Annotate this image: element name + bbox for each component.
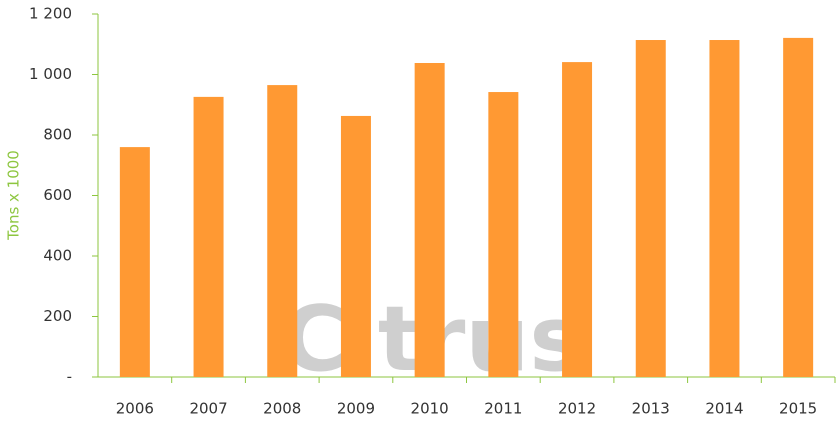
bar bbox=[120, 147, 150, 377]
x-tick-label: 2013 bbox=[632, 400, 670, 418]
bar bbox=[415, 63, 445, 377]
x-tick-label: 2010 bbox=[411, 400, 449, 418]
x-tick-label: 2006 bbox=[116, 400, 154, 418]
y-tick-label: 1 000 bbox=[29, 65, 72, 83]
bar bbox=[341, 116, 371, 377]
x-tick-label: 2015 bbox=[779, 400, 817, 418]
y-tick-label: - bbox=[67, 368, 72, 386]
bar bbox=[783, 38, 813, 377]
y-tick-label: 400 bbox=[43, 247, 72, 265]
bar bbox=[267, 85, 297, 377]
x-tick-label: 2008 bbox=[263, 400, 301, 418]
y-axis-label: Tons x 1000 bbox=[5, 150, 23, 241]
chart: Tons x 1000 Citrus-2004006008001 0001 20… bbox=[0, 0, 837, 423]
bar bbox=[636, 40, 666, 377]
bar bbox=[488, 92, 518, 377]
x-tick-label: 2012 bbox=[558, 400, 596, 418]
x-tick-label: 2011 bbox=[484, 400, 522, 418]
bar bbox=[562, 62, 592, 377]
y-tick-label: 800 bbox=[43, 126, 72, 144]
x-tick-label: 2007 bbox=[189, 400, 227, 418]
x-tick-label: 2009 bbox=[337, 400, 375, 418]
y-tick-label: 600 bbox=[43, 186, 72, 204]
y-tick-label: 200 bbox=[43, 307, 72, 325]
bar bbox=[194, 97, 224, 377]
bar bbox=[709, 40, 739, 377]
y-tick-label: 1 200 bbox=[29, 5, 72, 23]
x-tick-label: 2014 bbox=[705, 400, 743, 418]
